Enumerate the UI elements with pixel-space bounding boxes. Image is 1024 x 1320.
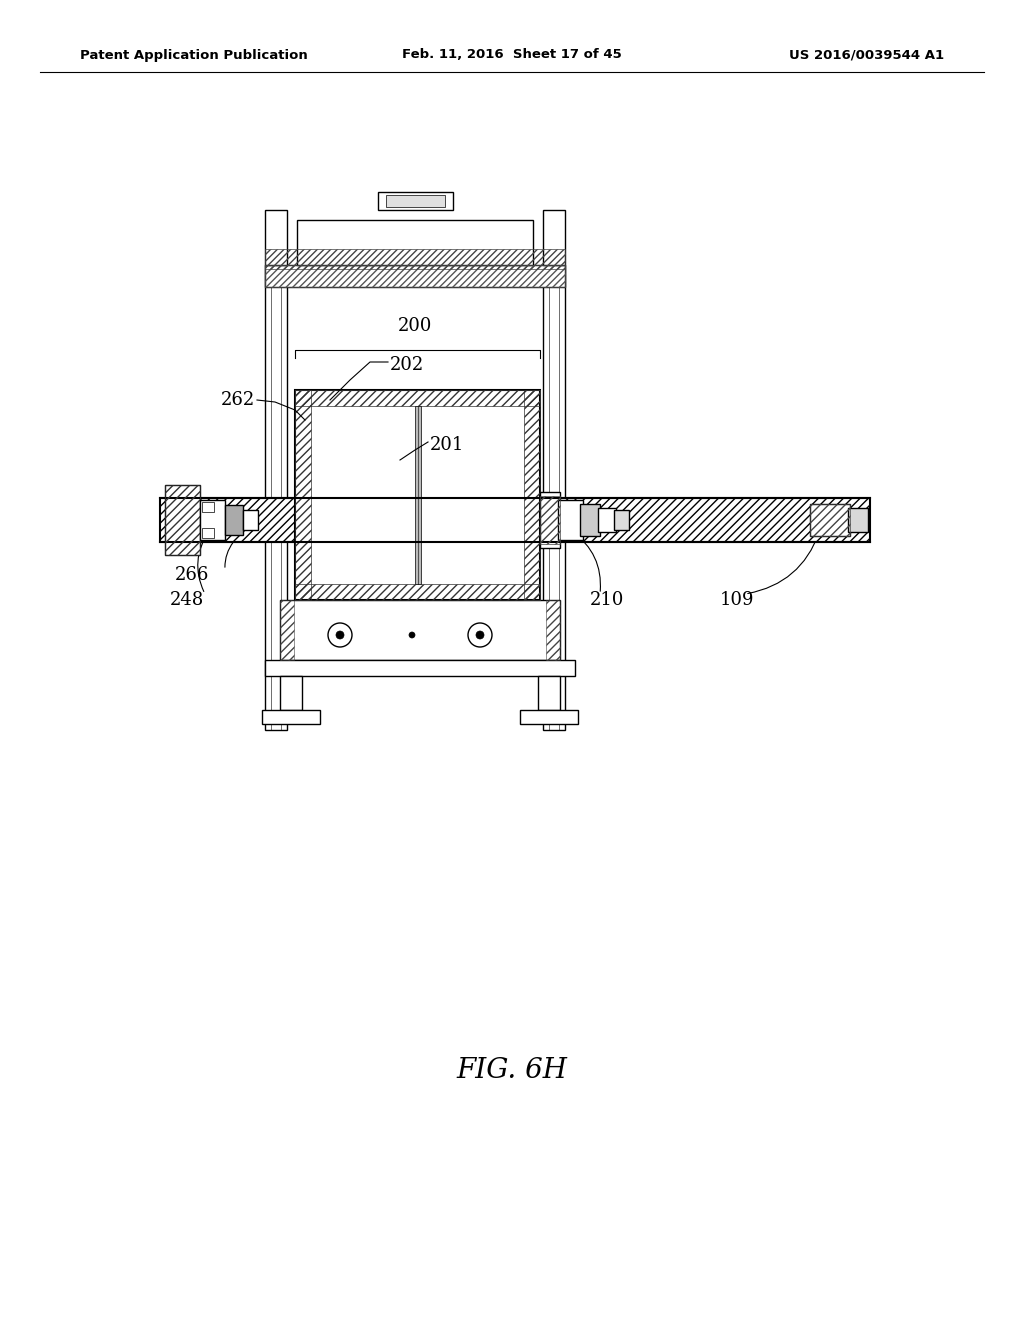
Bar: [538, 676, 560, 710]
Circle shape: [476, 631, 484, 639]
Text: 266: 266: [175, 566, 209, 583]
Bar: [378, 191, 453, 210]
Bar: [165, 484, 200, 554]
Bar: [265, 249, 565, 269]
Bar: [598, 508, 616, 532]
Bar: [311, 502, 524, 539]
Bar: [265, 265, 565, 286]
Bar: [295, 583, 540, 601]
Bar: [225, 506, 243, 535]
Bar: [265, 265, 287, 730]
Text: 200: 200: [397, 317, 432, 335]
Text: US 2016/0039544 A1: US 2016/0039544 A1: [788, 49, 944, 62]
Circle shape: [336, 631, 344, 639]
Bar: [415, 407, 421, 583]
Text: 248: 248: [170, 591, 204, 609]
Text: Patent Application Publication: Patent Application Publication: [80, 49, 308, 62]
Bar: [614, 510, 629, 531]
Bar: [546, 601, 560, 660]
Bar: [540, 496, 560, 544]
Bar: [265, 265, 565, 286]
Bar: [543, 265, 565, 730]
Text: 201: 201: [430, 436, 464, 454]
Bar: [160, 498, 870, 543]
Circle shape: [328, 623, 352, 647]
Bar: [202, 528, 214, 539]
Text: 210: 210: [590, 591, 625, 609]
Bar: [295, 389, 311, 601]
Text: 202: 202: [390, 356, 424, 374]
Bar: [540, 492, 560, 548]
Text: FIG. 6H: FIG. 6H: [457, 1056, 567, 1084]
Bar: [295, 389, 540, 601]
Bar: [297, 220, 534, 265]
Bar: [200, 500, 225, 540]
Bar: [520, 710, 578, 723]
Text: 109: 109: [720, 591, 755, 609]
Bar: [165, 484, 200, 554]
Bar: [295, 389, 540, 407]
Bar: [243, 510, 258, 531]
Bar: [543, 210, 565, 265]
Bar: [558, 500, 583, 540]
Bar: [280, 676, 302, 710]
Circle shape: [409, 632, 415, 638]
Bar: [810, 504, 850, 536]
Bar: [265, 210, 287, 265]
Bar: [202, 502, 214, 512]
Bar: [524, 389, 540, 601]
Bar: [810, 504, 850, 536]
Bar: [262, 710, 319, 723]
Bar: [280, 601, 294, 660]
Bar: [265, 660, 575, 676]
Bar: [280, 601, 560, 660]
Text: 262: 262: [221, 391, 255, 409]
Bar: [580, 504, 600, 536]
Text: Feb. 11, 2016  Sheet 17 of 45: Feb. 11, 2016 Sheet 17 of 45: [402, 49, 622, 62]
Circle shape: [468, 623, 492, 647]
Bar: [385, 195, 444, 207]
Bar: [848, 508, 868, 532]
